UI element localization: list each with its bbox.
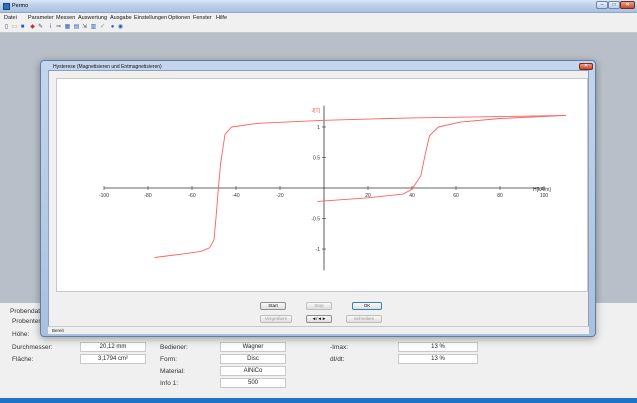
menu-hilfe[interactable]: Hilfe — [216, 15, 228, 21]
export-icon[interactable]: ⇲ — [81, 24, 88, 30]
y-tick-label: -0.5 — [311, 217, 320, 223]
menu-parameter[interactable]: Parameter — [28, 15, 54, 21]
durchmesser-field[interactable]: 20,12 mm — [80, 342, 146, 352]
hysteresis-branch-2 — [317, 114, 567, 202]
flaeche-label: Fläche: — [12, 356, 34, 363]
probentemp-label: Probentemp — [12, 318, 48, 325]
hoehe-label: Höhe: — [12, 331, 30, 338]
app-icon — [3, 3, 10, 10]
form-field[interactable]: Disc — [220, 354, 286, 364]
help-icon[interactable]: ● — [110, 24, 115, 30]
menu-fenster[interactable]: Fenster — [193, 15, 212, 21]
form-label: Form: — [160, 356, 177, 363]
x-tick-label: 40 — [409, 193, 415, 199]
navigate-button[interactable]: ◄/◄► — [306, 315, 332, 323]
material-field[interactable]: AlNiCo — [220, 366, 286, 376]
grid-icon[interactable]: ▤ — [73, 24, 80, 30]
menu-auswertung[interactable]: Auswertung — [78, 15, 108, 21]
x-tick-label: -100 — [99, 193, 109, 199]
x-tick-label: -60 — [188, 193, 195, 199]
stop-button[interactable]: Stop — [306, 302, 332, 310]
close-button[interactable]: ✕ — [620, 1, 635, 9]
y-tick-label: 1 — [317, 125, 320, 131]
info1-label: Info 1: — [160, 380, 179, 387]
menu-bar: Datei Parameter Messen Auswertung Ausgab… — [0, 13, 637, 23]
status-text: Bereit — [52, 328, 64, 333]
open-file-icon[interactable]: ▭ — [11, 24, 18, 30]
settings-icon[interactable]: ✓ — [99, 24, 106, 30]
x-tick-label: -20 — [276, 193, 283, 199]
chart-icon[interactable]: ▥ — [90, 24, 97, 30]
y-axis-label: J[T] — [312, 108, 321, 114]
bediener-field[interactable]: Wagner — [220, 342, 286, 352]
menu-optionen[interactable]: Optionen — [168, 15, 191, 21]
imax-label: -Imax: — [330, 344, 349, 351]
y-tick-label: 0.5 — [313, 156, 320, 162]
table-icon[interactable]: ▦ — [64, 24, 71, 30]
x-tick-label: -80 — [144, 193, 151, 199]
didt-label: dI/dt: — [330, 356, 345, 363]
minimize-button[interactable]: – — [596, 1, 608, 9]
bediener-label: Bediener: — [160, 344, 188, 351]
info-icon[interactable]: i — [49, 24, 52, 30]
dialog-close-button[interactable]: ✕ — [579, 63, 593, 70]
menu-einstellungen[interactable]: Einstellungen — [134, 15, 168, 21]
new-file-icon[interactable]: ▯ — [4, 24, 9, 30]
hysteresis-branch-1 — [154, 114, 567, 258]
about-icon[interactable]: ◉ — [117, 24, 124, 30]
maximize-button[interactable]: □ — [608, 1, 620, 9]
app-title: Permo — [12, 3, 29, 9]
x-tick-label: 80 — [497, 193, 503, 199]
hysteresis-chart: -100 -80 -60 -40 -20 20 40 60 80 100 1 0.5 -0.5 -1 H[k… — [99, 105, 567, 271]
flaeche-field[interactable]: 3,1794 cm² — [80, 354, 146, 364]
x-tick-label: -40 — [232, 193, 239, 199]
toolbar: ▯ ▭ ■ ◆ ✎ i ⇒ ▦ ▤ ⇲ ▥ ✓ ● ◉ — [0, 23, 637, 33]
bottom-accent-strip — [0, 398, 637, 403]
menu-messen[interactable]: Messen — [56, 15, 76, 21]
imax-field[interactable]: 13 % — [398, 342, 478, 352]
app-title-bar: Permo – □ ✕ — [0, 0, 637, 13]
durchmesser-label: Durchmesser: — [12, 344, 53, 351]
x-tick-label: 20 — [365, 193, 371, 199]
schreiben-button[interactable]: Schreiben — [346, 315, 382, 323]
info1-field[interactable]: 500 — [220, 378, 286, 388]
x-tick-label: 60 — [453, 193, 459, 199]
menu-ausgabe[interactable]: Ausgabe — [110, 15, 132, 21]
save-icon[interactable]: ■ — [20, 24, 25, 30]
hysteresis-plot: -100 -80 -60 -40 -20 20 40 60 80 100 1 0.5 -0.5 -1 H[k… — [56, 78, 588, 292]
probendaten-label: Probendaten: — [10, 308, 50, 315]
menu-datei[interactable]: Datei — [4, 15, 17, 21]
arrow-icon[interactable]: ⇒ — [55, 24, 62, 30]
edit-icon[interactable]: ✎ — [37, 24, 44, 30]
didt-field[interactable]: 13 % — [398, 354, 478, 364]
measure-icon[interactable]: ◆ — [30, 24, 35, 30]
vergroessern-button[interactable]: Vergrößern — [260, 315, 292, 323]
y-tick-label: -1 — [316, 247, 321, 253]
dialog-status-bar: Bereit — [48, 326, 589, 334]
material-label: Material: — [160, 368, 185, 375]
ok-button[interactable]: OK — [352, 302, 382, 310]
start-button[interactable]: Start — [260, 302, 286, 310]
x-axis-label: H[kA/m] — [533, 187, 551, 193]
x-tick-label: 100 — [540, 193, 549, 199]
dialog-title: Hysterese (Magnetisieren und Entmagnetis… — [53, 64, 162, 70]
